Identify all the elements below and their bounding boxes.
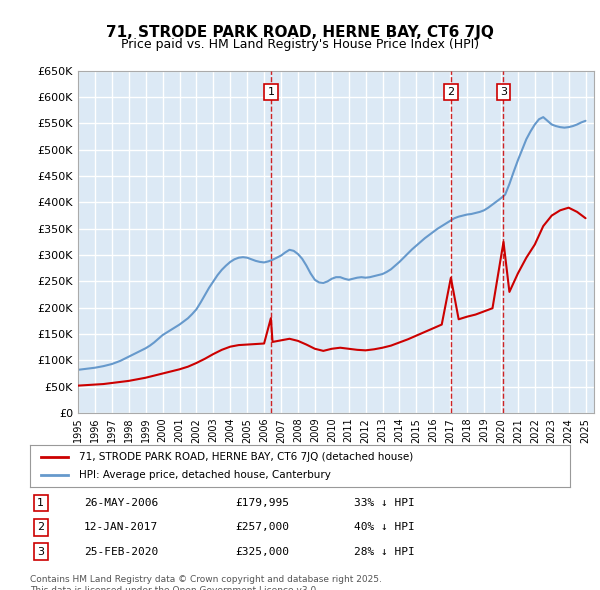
Text: £257,000: £257,000 [235,522,289,532]
Text: 3: 3 [500,87,507,97]
Text: 2: 2 [37,522,44,532]
Text: £179,995: £179,995 [235,498,289,508]
Text: 40% ↓ HPI: 40% ↓ HPI [354,522,415,532]
Text: 1: 1 [268,87,274,97]
Text: £325,000: £325,000 [235,547,289,556]
Text: Contains HM Land Registry data © Crown copyright and database right 2025.
This d: Contains HM Land Registry data © Crown c… [30,575,382,590]
Text: 71, STRODE PARK ROAD, HERNE BAY, CT6 7JQ (detached house): 71, STRODE PARK ROAD, HERNE BAY, CT6 7JQ… [79,452,413,462]
Text: 28% ↓ HPI: 28% ↓ HPI [354,547,415,556]
Text: Price paid vs. HM Land Registry's House Price Index (HPI): Price paid vs. HM Land Registry's House … [121,38,479,51]
Text: 3: 3 [37,547,44,556]
Text: 1: 1 [37,498,44,508]
Text: 12-JAN-2017: 12-JAN-2017 [84,522,158,532]
Text: 26-MAY-2006: 26-MAY-2006 [84,498,158,508]
Text: 33% ↓ HPI: 33% ↓ HPI [354,498,415,508]
Text: 25-FEB-2020: 25-FEB-2020 [84,547,158,556]
Text: 71, STRODE PARK ROAD, HERNE BAY, CT6 7JQ: 71, STRODE PARK ROAD, HERNE BAY, CT6 7JQ [106,25,494,40]
Text: 2: 2 [448,87,454,97]
Text: HPI: Average price, detached house, Canterbury: HPI: Average price, detached house, Cant… [79,470,331,480]
